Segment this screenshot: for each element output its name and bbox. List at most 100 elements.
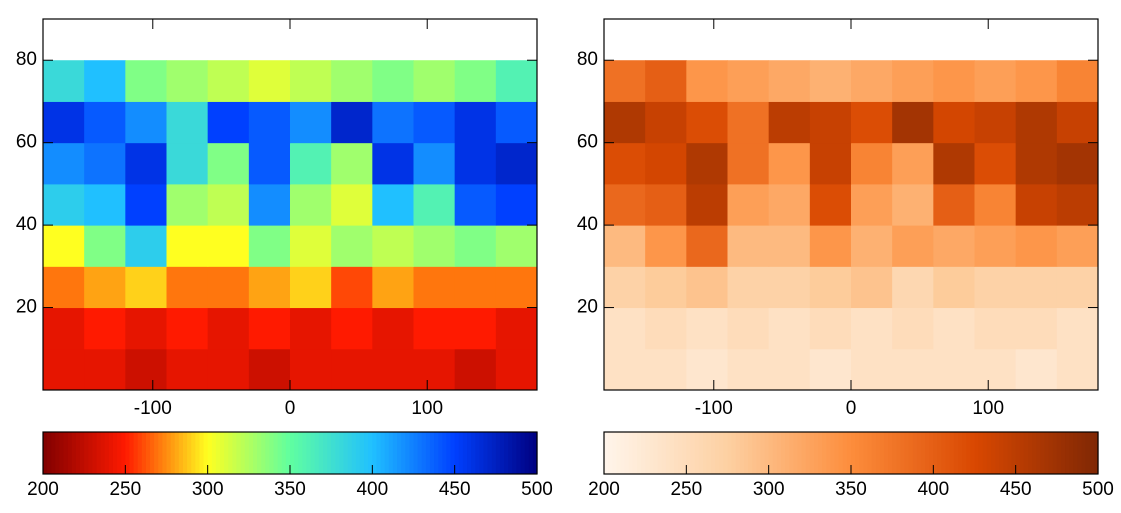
colorbar-swatch [372, 432, 378, 474]
colorbar-swatch [669, 432, 675, 474]
heat-cell [974, 307, 1017, 350]
heat-cell [727, 307, 770, 350]
heat-cell [290, 266, 332, 309]
colorbar-swatch [380, 432, 386, 474]
colorbar-swatch [863, 432, 869, 474]
heat-cell [809, 307, 852, 350]
heat-cell [604, 225, 646, 267]
colorbar-swatch [108, 432, 114, 474]
colorbar-swatch [1023, 432, 1029, 474]
colorbar-swatch [748, 432, 753, 474]
colorbar-swatch [768, 432, 774, 474]
heat-cell [974, 101, 1017, 144]
colorbar-swatch [347, 432, 353, 474]
heat-cell [1056, 101, 1099, 144]
colorbar-swatch [735, 432, 741, 474]
colorbar-swatch [604, 432, 609, 474]
colorbar-swatch [376, 432, 382, 474]
colorbar-swatch [232, 432, 238, 474]
colorbar-swatch [1028, 432, 1033, 474]
colorbar-swatch [1015, 432, 1021, 474]
colorbar-swatch [616, 432, 622, 474]
heat-cell [686, 307, 728, 350]
colorbar-swatch [191, 432, 196, 474]
y-tick-label: 60 [577, 132, 598, 153]
colorbar-swatch [269, 432, 275, 474]
colorbar-swatch [764, 432, 770, 474]
colorbar-swatch [678, 432, 683, 474]
colorbar-swatch [285, 432, 291, 474]
colorbar-swatch [331, 432, 336, 474]
colorbar-swatch [653, 432, 659, 474]
heat-cell [645, 348, 687, 391]
colorbar-swatch [446, 432, 452, 474]
colorbar-swatch [248, 432, 254, 474]
colorbar-swatch [682, 432, 687, 474]
colorbar-swatch [1019, 432, 1025, 474]
x-tick-label: 100 [411, 398, 443, 419]
colorbar-swatch [686, 432, 692, 474]
colorbar-swatch [772, 432, 778, 474]
colorbar-swatch [80, 432, 85, 474]
colorbar-swatch [628, 432, 634, 474]
heat-cell [892, 307, 934, 350]
heat-cell [686, 225, 728, 267]
heat-cell [768, 183, 811, 226]
colorbar-tick-label: 450 [1000, 479, 1032, 500]
heat-cell [372, 183, 414, 226]
colorbar-swatch [298, 432, 303, 474]
heat-cell [43, 60, 85, 102]
heat-cell [933, 101, 975, 144]
heat-cell [166, 266, 209, 309]
colorbar-swatch [879, 432, 885, 474]
colorbar-tick-label: 350 [274, 479, 306, 500]
colorbar-swatch [421, 432, 427, 474]
y-tick-label: 40 [16, 214, 37, 235]
heat-cell [43, 307, 85, 350]
colorbar-swatch [310, 432, 316, 474]
colorbar-swatch [665, 432, 671, 474]
colorbar-swatch [401, 432, 406, 474]
heat-cell [290, 307, 332, 350]
colorbar-swatch [990, 432, 996, 474]
heat-cell [207, 142, 250, 185]
heat-cell [290, 142, 332, 185]
heat-cell [454, 225, 497, 267]
colorbar-swatch [1056, 432, 1062, 474]
heat-cell [331, 266, 373, 309]
colorbar-swatch [620, 432, 626, 474]
heat-cell [1056, 60, 1099, 102]
heat-cell [454, 142, 497, 185]
heat-cell [84, 183, 126, 226]
heat-cell [768, 307, 811, 350]
colorbar-swatch [236, 432, 242, 474]
heat-cell [892, 348, 934, 391]
colorbar-swatch [949, 432, 955, 474]
colorbar-tick-label: 250 [109, 479, 141, 500]
heat-cell [43, 266, 85, 309]
heat-cell [495, 183, 538, 226]
colorbar-swatch [851, 432, 856, 474]
heat-cell [372, 348, 414, 391]
heat-cell [974, 183, 1017, 226]
colorbar-swatch [392, 432, 398, 474]
colorbar-swatch [166, 432, 172, 474]
y-tick-label: 20 [16, 297, 37, 318]
colorbar-swatch [277, 432, 283, 474]
heat-cell [727, 101, 770, 144]
heat-cell [43, 348, 85, 391]
heat-cell [1015, 348, 1058, 391]
colorbar-swatch [793, 432, 799, 474]
colorbar-swatch [933, 432, 939, 474]
heat-cell [413, 60, 456, 102]
colorbar-swatch [409, 432, 415, 474]
colorbar-swatch [809, 432, 815, 474]
colorbar-swatch [318, 432, 324, 474]
heat-cell [454, 266, 497, 309]
colorbar-swatch [508, 432, 513, 474]
heat-cell [495, 307, 538, 350]
colorbar-swatch [43, 432, 48, 474]
colorbar-swatch [327, 432, 332, 474]
colorbar-swatch [995, 432, 1000, 474]
colorbar-tick-label: 250 [670, 479, 702, 500]
